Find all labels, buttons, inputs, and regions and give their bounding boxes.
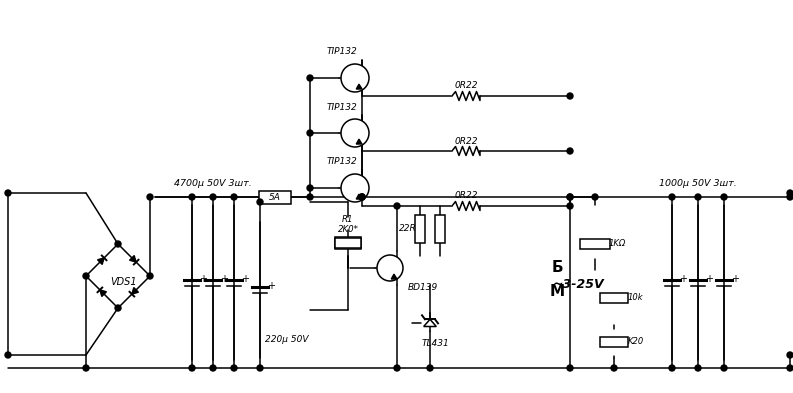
Text: +: +: [731, 274, 739, 283]
Circle shape: [567, 203, 573, 209]
Circle shape: [567, 194, 573, 200]
Circle shape: [567, 365, 573, 371]
Circle shape: [231, 365, 237, 371]
Text: 0R22: 0R22: [454, 136, 477, 145]
Polygon shape: [129, 255, 136, 262]
Circle shape: [669, 365, 675, 371]
Text: R1
2K0*: R1 2K0*: [338, 215, 358, 234]
Text: TIP132: TIP132: [327, 158, 358, 167]
Circle shape: [695, 194, 701, 200]
Circle shape: [147, 273, 153, 279]
Text: VDS1: VDS1: [111, 277, 137, 287]
Circle shape: [5, 190, 11, 196]
Text: М: М: [550, 285, 565, 299]
Text: +: +: [705, 274, 713, 283]
Polygon shape: [356, 139, 362, 144]
Polygon shape: [100, 290, 106, 296]
Circle shape: [359, 194, 365, 200]
Circle shape: [394, 365, 400, 371]
Circle shape: [695, 365, 701, 371]
Polygon shape: [98, 258, 104, 264]
Circle shape: [189, 194, 195, 200]
Polygon shape: [423, 319, 436, 327]
Text: 22R: 22R: [399, 224, 417, 233]
Text: 5A: 5A: [269, 193, 281, 202]
Bar: [580, 239, 610, 248]
Circle shape: [83, 273, 89, 279]
Text: TIP132: TIP132: [327, 48, 358, 57]
Text: +: +: [241, 274, 249, 283]
Circle shape: [669, 194, 675, 200]
Text: TIP132: TIP132: [327, 103, 358, 112]
Circle shape: [115, 241, 121, 247]
Circle shape: [567, 148, 573, 154]
Text: 1KΩ: 1KΩ: [609, 239, 626, 248]
Bar: [335, 237, 361, 248]
Circle shape: [377, 255, 403, 281]
Circle shape: [147, 194, 153, 200]
Text: 10k: 10k: [628, 293, 644, 302]
Circle shape: [307, 194, 313, 200]
Circle shape: [83, 365, 89, 371]
Circle shape: [307, 75, 313, 81]
Polygon shape: [391, 274, 397, 279]
Circle shape: [787, 365, 793, 371]
Text: +: +: [267, 281, 275, 291]
Circle shape: [787, 190, 793, 196]
Circle shape: [592, 194, 598, 200]
Circle shape: [787, 352, 793, 358]
Text: +: +: [220, 274, 228, 283]
Circle shape: [257, 365, 263, 371]
Text: 0R22: 0R22: [454, 191, 477, 200]
Polygon shape: [132, 288, 139, 294]
Circle shape: [307, 185, 313, 191]
Bar: [335, 237, 361, 248]
Text: K20: K20: [628, 337, 644, 346]
Text: 4700μ 50V 3шт.: 4700μ 50V 3шт.: [174, 180, 252, 189]
Circle shape: [5, 352, 11, 358]
Text: ~3-25V: ~3-25V: [552, 279, 603, 292]
Bar: [415, 215, 425, 242]
Circle shape: [394, 203, 400, 209]
Circle shape: [210, 365, 216, 371]
Circle shape: [721, 194, 727, 200]
Circle shape: [231, 194, 237, 200]
Bar: [600, 336, 628, 347]
Circle shape: [611, 365, 617, 371]
Circle shape: [567, 93, 573, 99]
Circle shape: [359, 194, 365, 200]
Circle shape: [567, 194, 573, 200]
Circle shape: [427, 365, 433, 371]
Text: 0R22: 0R22: [454, 81, 477, 90]
Polygon shape: [356, 194, 362, 199]
Circle shape: [787, 194, 793, 200]
Circle shape: [257, 199, 263, 205]
Circle shape: [341, 64, 369, 92]
Circle shape: [189, 365, 195, 371]
Bar: [435, 215, 445, 242]
Polygon shape: [356, 84, 362, 89]
Circle shape: [210, 194, 216, 200]
Circle shape: [115, 305, 121, 311]
Circle shape: [307, 130, 313, 136]
Circle shape: [341, 174, 369, 202]
Text: TL431: TL431: [421, 340, 449, 349]
Text: +: +: [679, 274, 687, 283]
Text: Б: Б: [551, 261, 563, 275]
Bar: [259, 191, 291, 204]
Bar: [600, 292, 628, 303]
Circle shape: [721, 365, 727, 371]
Text: BD139: BD139: [408, 283, 439, 292]
Text: 1000μ 50V 3шт.: 1000μ 50V 3шт.: [659, 180, 737, 189]
Circle shape: [341, 119, 369, 147]
Text: 220μ 50V: 220μ 50V: [265, 336, 308, 345]
Text: +: +: [199, 274, 207, 283]
Circle shape: [359, 194, 365, 200]
